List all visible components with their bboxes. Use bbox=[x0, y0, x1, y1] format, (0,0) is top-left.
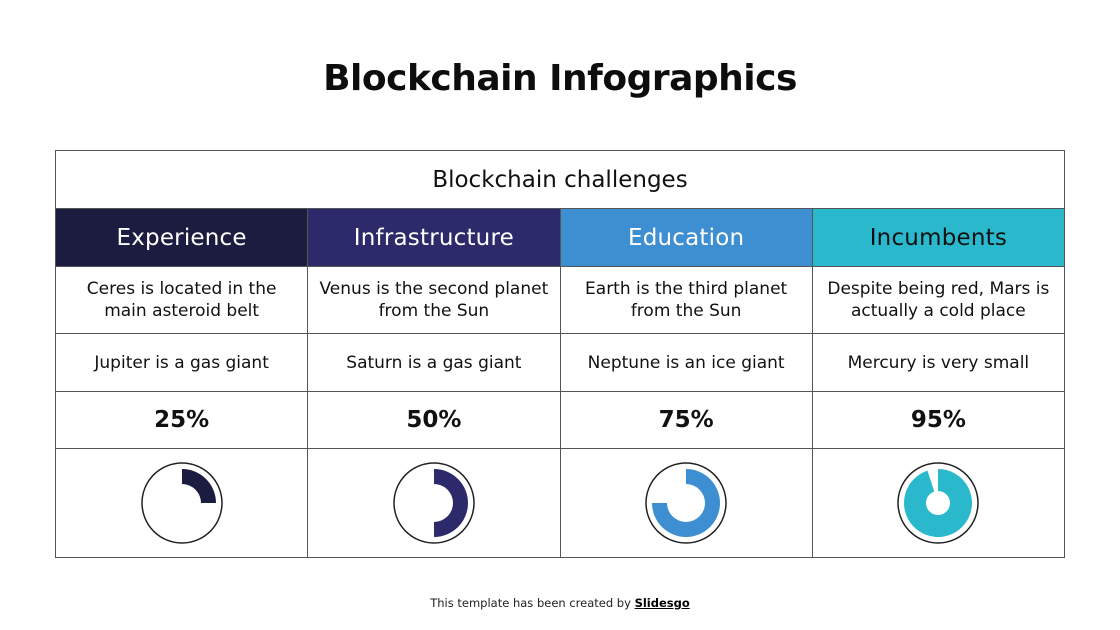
fact-cell: Mercury is very small bbox=[811, 333, 1066, 392]
fact-cell: Saturn is a gas giant bbox=[307, 333, 561, 392]
progress-ring-experience bbox=[140, 462, 223, 544]
fact-cell: Neptune is an ice giant bbox=[559, 333, 813, 392]
percent-value: 25% bbox=[54, 391, 309, 449]
column-heading-education: Education bbox=[559, 208, 813, 267]
description-row: Ceres is located in the main asteroid be… bbox=[54, 266, 1066, 334]
description-cell: Despite being red, Mars is actually a co… bbox=[811, 266, 1066, 334]
page-title: Blockchain Infographics bbox=[323, 58, 797, 99]
progress-arc bbox=[433, 469, 468, 537]
column-heading-infrastructure: Infrastructure bbox=[307, 208, 561, 267]
percent-row: 25% 50% 75% 95% bbox=[54, 391, 1066, 449]
percent-value: 75% bbox=[559, 391, 813, 449]
footer-text: This template has been created by bbox=[430, 596, 635, 610]
percent-value: 50% bbox=[307, 391, 561, 449]
progress-ring-infrastructure bbox=[393, 462, 475, 544]
fact-cell: Jupiter is a gas giant bbox=[54, 333, 309, 392]
progress-chart-cell bbox=[54, 448, 309, 558]
description-cell: Venus is the second planet from the Sun bbox=[307, 266, 561, 334]
footer-credit: This template has been created by Slides… bbox=[0, 596, 1120, 610]
progress-arc bbox=[904, 469, 973, 537]
column-heading-incumbents: Incumbents bbox=[811, 208, 1066, 267]
percent-value: 95% bbox=[811, 391, 1066, 449]
progress-ring-education bbox=[645, 462, 727, 544]
description-cell: Ceres is located in the main asteroid be… bbox=[54, 266, 309, 334]
progress-chart-cell bbox=[811, 448, 1066, 558]
progress-ring-incumbents bbox=[897, 462, 980, 544]
progress-arc bbox=[652, 469, 721, 537]
challenges-table: Blockchain challenges Experience Infrast… bbox=[54, 150, 1066, 558]
table-caption: Blockchain challenges bbox=[55, 150, 1065, 209]
header-row: Experience Infrastructure Education Incu… bbox=[54, 208, 1066, 267]
progress-arc bbox=[181, 469, 216, 503]
fact-row: Jupiter is a gas giant Saturn is a gas g… bbox=[54, 333, 1066, 392]
progress-chart-cell bbox=[559, 448, 813, 558]
description-cell: Earth is the third planet from the Sun bbox=[559, 266, 813, 334]
column-heading-experience: Experience bbox=[54, 208, 309, 267]
footer-brand-link[interactable]: Slidesgo bbox=[634, 596, 690, 610]
progress-chart-cell bbox=[307, 448, 561, 558]
chart-row bbox=[54, 448, 1066, 558]
